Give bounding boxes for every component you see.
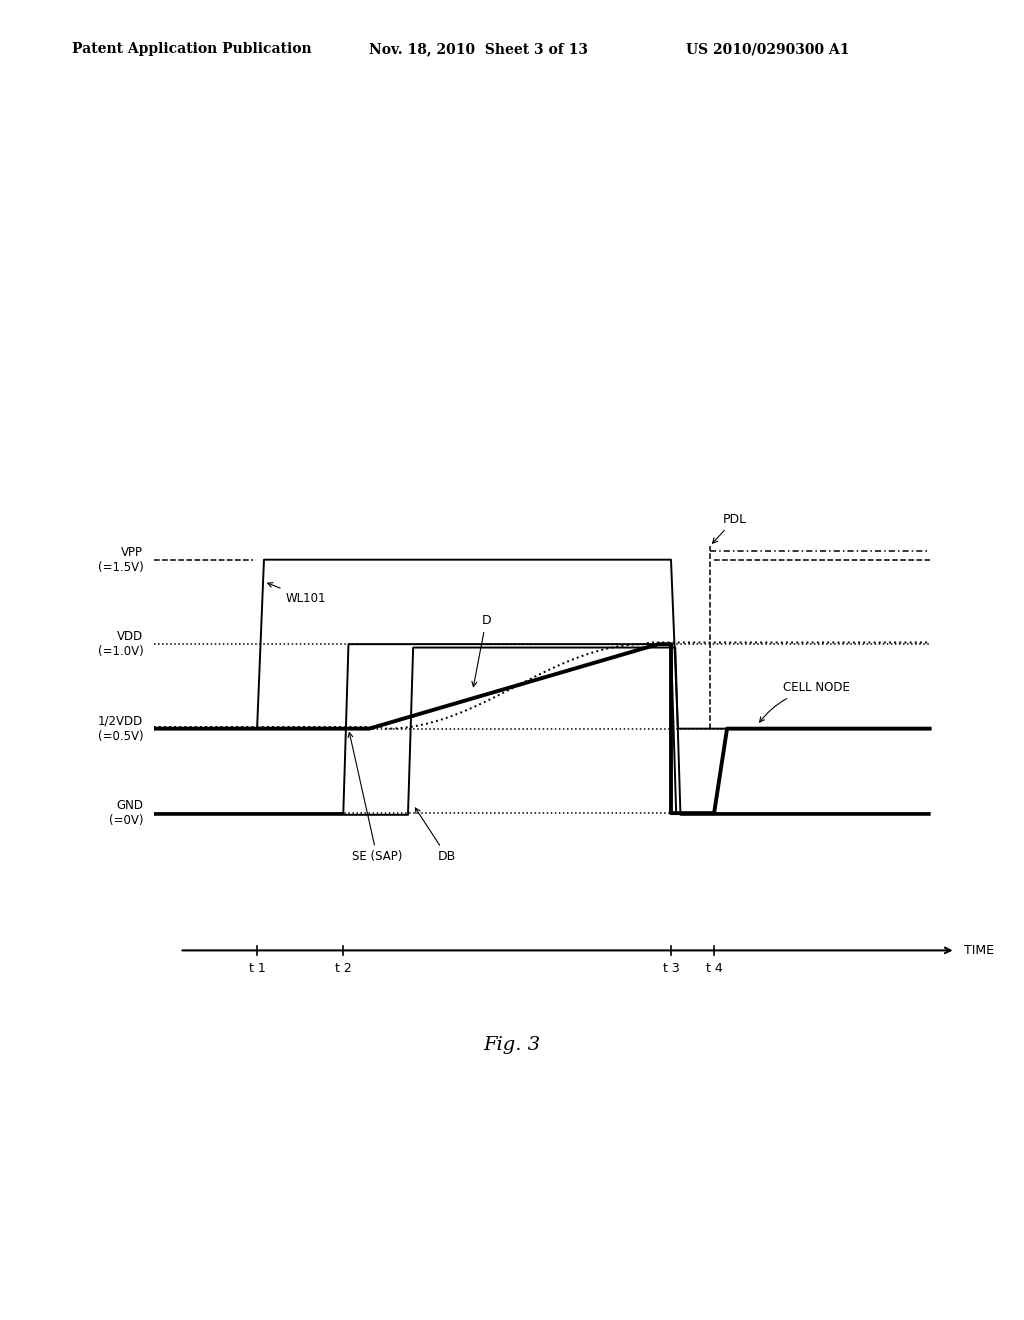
Text: PDL: PDL: [713, 512, 746, 544]
Text: Patent Application Publication: Patent Application Publication: [72, 42, 311, 57]
Text: DB: DB: [416, 808, 457, 863]
Text: WL101: WL101: [267, 582, 326, 605]
Text: 1/2VDD
(=0.5V): 1/2VDD (=0.5V): [97, 714, 143, 743]
Text: CELL NODE: CELL NODE: [760, 681, 850, 722]
Text: US 2010/0290300 A1: US 2010/0290300 A1: [686, 42, 850, 57]
Text: Nov. 18, 2010  Sheet 3 of 13: Nov. 18, 2010 Sheet 3 of 13: [369, 42, 588, 57]
Text: Fig. 3: Fig. 3: [483, 1036, 541, 1055]
Text: t 4: t 4: [706, 962, 723, 975]
Text: VDD
(=1.0V): VDD (=1.0V): [97, 630, 143, 659]
Text: t 3: t 3: [663, 962, 679, 975]
Text: t 1: t 1: [249, 962, 265, 975]
Text: TIME: TIME: [965, 944, 994, 957]
Text: SE (SAP): SE (SAP): [348, 733, 402, 863]
Text: VPP
(=1.5V): VPP (=1.5V): [97, 545, 143, 574]
Text: GND
(=0V): GND (=0V): [109, 799, 143, 828]
Text: t 2: t 2: [335, 962, 351, 975]
Text: D: D: [472, 614, 490, 686]
